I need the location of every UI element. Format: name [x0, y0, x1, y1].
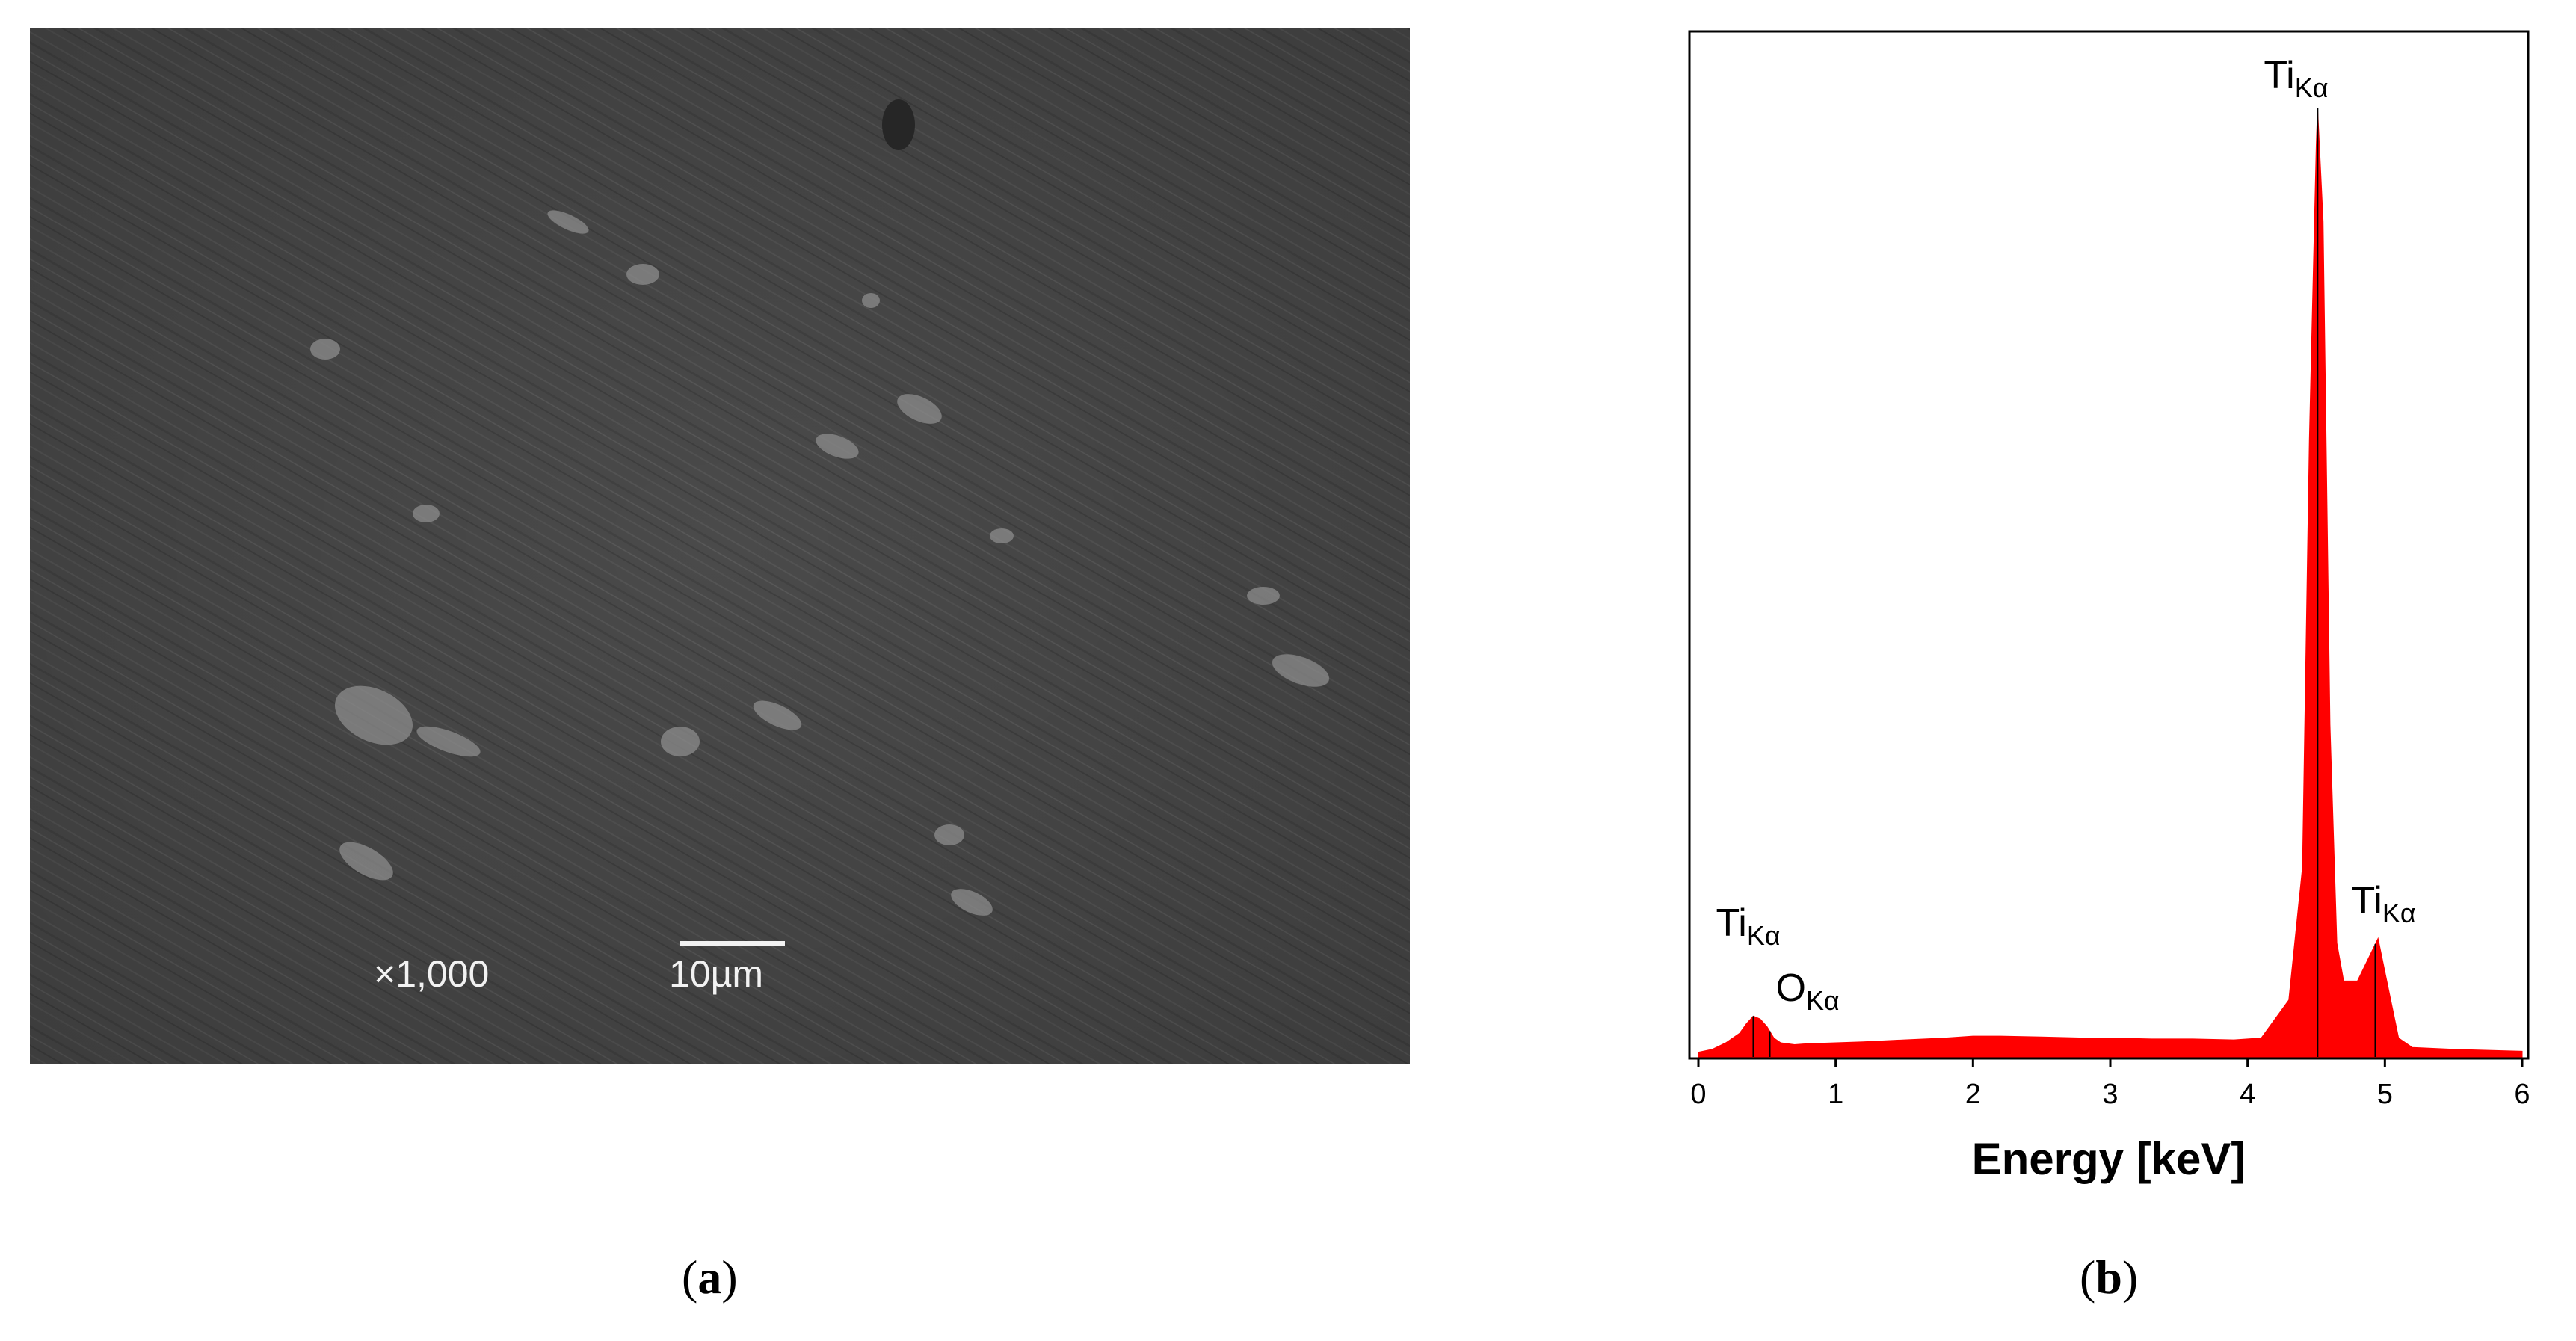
peak-label-1: TiKα	[1716, 901, 1780, 951]
caption-a: (a)	[682, 1251, 738, 1304]
x-tick-label-5: 5	[2377, 1079, 2393, 1110]
peak-label-subscript: Kα	[2295, 73, 2329, 103]
magnification-label: ×1,000	[374, 953, 489, 995]
peak-label-subscript: Kα	[1806, 985, 1840, 1016]
caption-a-letter: a	[697, 1251, 722, 1304]
scale-bar-label: 10µm	[669, 953, 763, 995]
peak-label-subscript: Kα	[2382, 898, 2416, 928]
dark-pit	[882, 99, 915, 150]
scale-bar	[680, 941, 785, 946]
x-tick-label-1: 1	[1828, 1079, 1843, 1110]
caption-b: (b)	[2080, 1251, 2139, 1304]
peak-label-3: TiKα	[2264, 54, 2328, 103]
peak-label-4: TiKα	[2351, 879, 2415, 928]
peak-label-element: Ti	[2264, 54, 2294, 97]
caption-b-letter: b	[2095, 1251, 2122, 1304]
spectrum-area	[1698, 107, 2523, 1058]
sem-micrograph-panel: ×1,000 10µm	[30, 28, 1410, 1064]
plot-frame	[1688, 30, 2530, 1060]
peak-label-2: OKα	[1776, 967, 1840, 1016]
x-tick-label-2: 2	[1965, 1079, 1981, 1110]
peak-label-element: O	[1776, 967, 1806, 1010]
x-tick-label-3: 3	[2102, 1079, 2118, 1110]
x-tick-label-0: 0	[1690, 1079, 1706, 1110]
peak-label-subscript: Kα	[1747, 920, 1781, 951]
surface-particles	[310, 210, 1330, 916]
peak-label-element: Ti	[1716, 901, 1746, 945]
x-tick-label-4: 4	[2240, 1079, 2255, 1110]
x-tick-label-6: 6	[2514, 1079, 2530, 1110]
sem-image: ×1,000 10µm	[30, 28, 1410, 1064]
peak-label-element: Ti	[2351, 879, 2382, 922]
x-axis-label: Energy [keV]	[1972, 1134, 2246, 1184]
